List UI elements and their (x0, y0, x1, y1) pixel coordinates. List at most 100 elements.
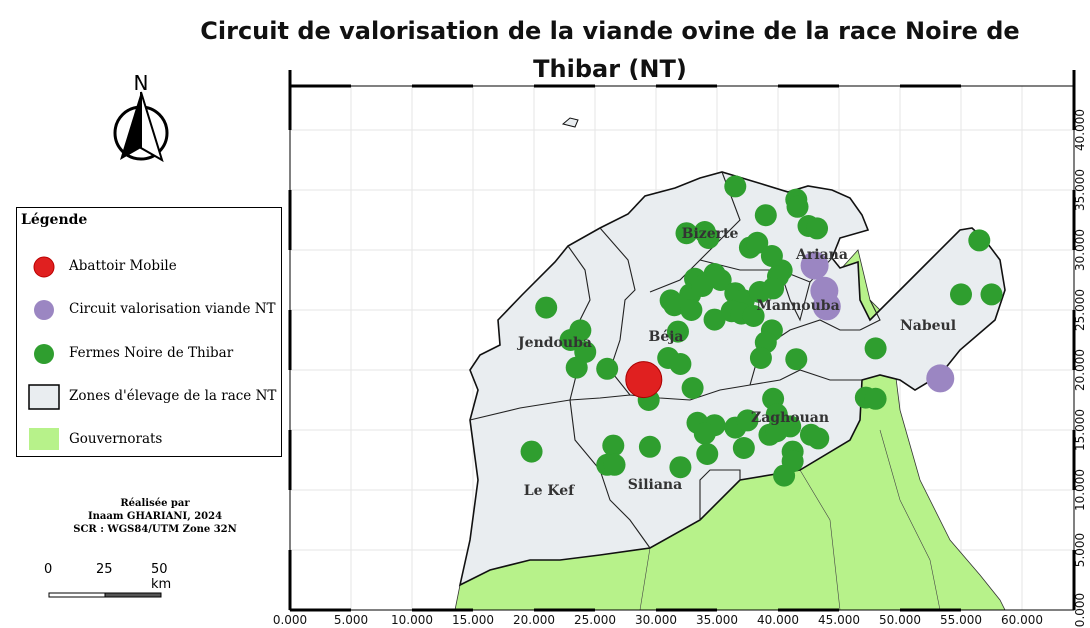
farm-point[interactable] (663, 294, 686, 317)
farm-point[interactable] (742, 305, 765, 327)
farm-point[interactable] (520, 440, 543, 463)
farm-point[interactable] (638, 435, 661, 458)
farm-point[interactable] (980, 283, 1003, 306)
farm-point[interactable] (602, 434, 625, 457)
x-tick-label: 10.000 (391, 613, 433, 627)
region-label: Zaghouan (751, 410, 829, 426)
farm-point[interactable] (732, 437, 755, 459)
legend-label-abattoir: Abattoir Mobile (69, 258, 177, 274)
green-dot-icon (34, 344, 54, 364)
frame-border (288, 70, 1076, 612)
farm-point[interactable] (754, 204, 777, 227)
farm-point[interactable] (749, 347, 772, 369)
credits-line-3: SCR : WGS84/UTM Zone 32N (73, 524, 237, 535)
purple-dot-icon (34, 300, 54, 320)
farm-point[interactable] (680, 299, 703, 321)
y-tick-label: 30.000 (1073, 229, 1087, 271)
x-tick-label: 60.000 (1001, 613, 1043, 627)
y-tick-label: 40.000 (1073, 109, 1087, 151)
legend-title: Légende (21, 212, 88, 228)
north-label: N (134, 71, 149, 95)
y-axis: 0.000 5.000 10.000 15.000 20.000 25.000 30.000… (1073, 109, 1087, 627)
map-title: Circuit de valorisation de la viande ovi… (200, 17, 1020, 83)
x-axis: 0.000 5.000 10.000 15.000 20.000 25.000 30.000… (273, 613, 1043, 627)
y-tick-label: 10.000 (1073, 469, 1087, 511)
legend-label-zones: Zones d'élevage de la race NT (69, 388, 277, 404)
legend-item-farms: Fermes Noire de Thibar (27, 341, 283, 367)
farm-point[interactable] (666, 320, 689, 343)
region-label: Mannouba (756, 298, 839, 314)
scale-label-50: 50 km (151, 562, 172, 592)
farm-point[interactable] (864, 387, 887, 410)
farm-point[interactable] (785, 348, 808, 371)
x-tick-label: 20.000 (513, 613, 555, 627)
circuit-point[interactable] (800, 251, 829, 280)
y-tick-label: 5.000 (1073, 533, 1087, 567)
farm-point[interactable] (697, 227, 720, 249)
region-label: Jendouba (516, 335, 592, 351)
farm-point[interactable] (696, 443, 719, 465)
y-tick-label: 0.000 (1073, 593, 1087, 627)
legend-item-governorates: Gouvernorats (27, 427, 283, 453)
x-tick-label: 15.000 (452, 613, 494, 627)
region-labels: Bizerte Ariana Mannouba Nabeul Jendouba Béja Z… (516, 226, 956, 499)
legend-item-zones: Zones d'élevage de la race NT (27, 384, 283, 410)
grey-box-icon (28, 384, 60, 410)
abattoir-point[interactable] (625, 361, 663, 399)
legend-label-farms: Fermes Noire de Thibar (69, 345, 234, 361)
x-tick-label: 35.000 (696, 613, 738, 627)
circuit-point[interactable] (926, 364, 955, 393)
farm-point[interactable] (596, 357, 619, 380)
farm-point[interactable] (669, 353, 692, 375)
farm-point[interactable] (968, 229, 991, 252)
farm-point[interactable] (709, 269, 732, 291)
farm-point[interactable] (950, 283, 972, 306)
farm-point[interactable] (786, 195, 809, 218)
x-tick-label: 25.000 (574, 613, 616, 627)
farm-point[interactable] (746, 231, 769, 254)
farm-point[interactable] (565, 356, 588, 379)
region-label: Bizerte (682, 226, 739, 242)
legend-label-circuit: Circuit valorisation viande NT (69, 301, 276, 317)
region-label: Siliana (628, 477, 682, 493)
governorate-boundary (639, 429, 941, 610)
red-dot-icon (33, 256, 55, 278)
region-label: Le Kef (524, 483, 575, 499)
farm-point[interactable] (691, 275, 714, 297)
points-layer (520, 175, 1003, 487)
farm-point[interactable] (603, 453, 626, 476)
legend-item-circuit: Circuit valorisation viande NT (27, 297, 283, 323)
farm-point[interactable] (807, 427, 830, 450)
y-tick-label: 15.000 (1073, 409, 1087, 451)
farm-point[interactable] (681, 377, 704, 399)
farm-point[interactable] (675, 222, 698, 245)
farm-point[interactable] (765, 420, 788, 443)
farm-point[interactable] (703, 308, 726, 331)
y-tick-label: 35.000 (1073, 169, 1087, 211)
scale-bar: 0 25 50 km (40, 560, 180, 610)
farm-point[interactable] (535, 296, 558, 319)
y-tick-label: 20.000 (1073, 349, 1087, 391)
legend: Légende Abattoir Mobile Circuit valorisa… (16, 207, 282, 457)
x-tick-label: 45.000 (818, 613, 860, 627)
farm-point[interactable] (736, 409, 759, 432)
x-tick-label: 30.000 (635, 613, 677, 627)
farm-point[interactable] (864, 337, 887, 360)
x-tick-label: 5.000 (334, 613, 368, 627)
farm-point[interactable] (773, 464, 796, 487)
legend-item-abattoir: Abattoir Mobile (27, 254, 283, 280)
farm-point[interactable] (693, 422, 716, 445)
farm-point[interactable] (669, 456, 692, 479)
y-tick-label: 25.000 (1073, 289, 1087, 331)
farm-point[interactable] (559, 329, 582, 351)
region-label: Ariana (795, 247, 848, 263)
farm-point[interactable] (806, 217, 829, 240)
nt-breeding-zones (458, 171, 1006, 587)
legend-label-governorates: Gouvernorats (69, 431, 163, 447)
farm-point[interactable] (762, 277, 785, 300)
credits: Réalisée par Inaam GHARIANI, 2024 SCR : … (30, 497, 280, 536)
farm-point[interactable] (724, 175, 747, 198)
x-tick-label: 40.000 (757, 613, 799, 627)
circuit-point[interactable] (812, 292, 841, 321)
